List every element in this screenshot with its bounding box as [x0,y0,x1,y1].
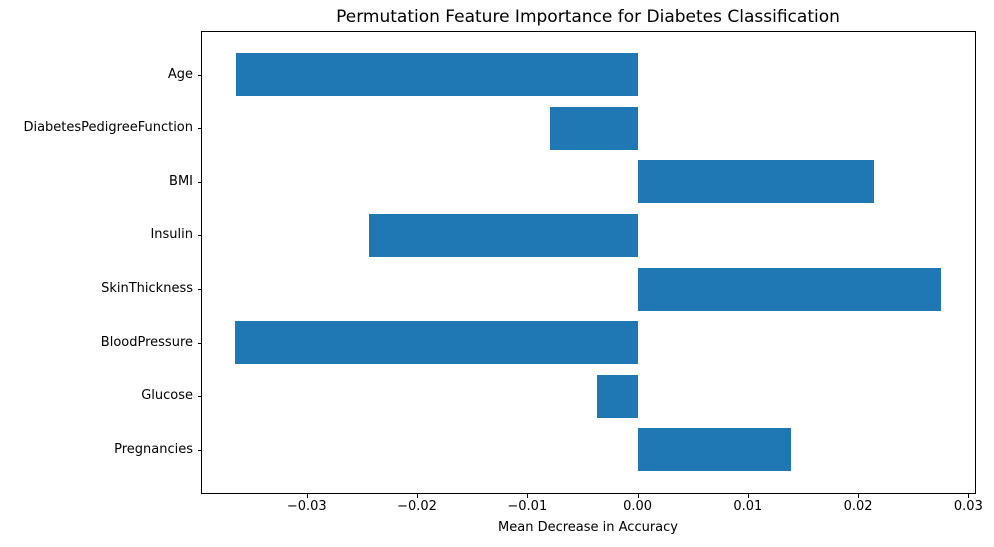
x-tick-mark [747,494,749,498]
y-tick-mark [198,396,202,398]
x-axis-label: Mean Decrease in Accuracy [498,520,678,535]
y-tick-mark [198,342,202,344]
bar-Insulin [368,213,638,257]
x-tick-label: −0.01 [507,499,548,514]
x-tick-label: 0.03 [953,499,983,514]
bar-Glucose [596,374,638,418]
y-tick-label-DiabetesPedigreeFunction: DiabetesPedigreeFunction [23,120,193,136]
x-tick-label: 0.01 [733,499,763,514]
y-tick-mark [198,235,202,237]
bar-DiabetesPedigreeFunction [550,106,638,150]
x-tick-mark [527,494,529,498]
y-tick-label-Insulin: Insulin [150,227,193,243]
bar-Pregnancies [637,428,791,472]
y-tick-label-BMI: BMI [169,173,193,189]
y-tick-mark [198,128,202,130]
bar-BloodPressure [235,321,638,365]
x-tick-mark [417,494,419,498]
y-tick-mark [198,449,202,451]
y-tick-mark [198,289,202,291]
chart-title: Permutation Feature Importance for Diabe… [336,7,840,27]
x-tick-mark [858,494,860,498]
bar-Age [236,53,638,96]
y-tick-mark [198,74,202,76]
x-tick-label: 0.00 [623,499,653,514]
y-tick-mark [198,181,202,183]
y-tick-label-Glucose: Glucose [141,388,193,404]
y-tick-label-BloodPressure: BloodPressure [100,334,193,350]
y-tick-label-SkinThickness: SkinThickness [101,281,193,297]
x-tick-label: −0.03 [286,499,327,514]
x-tick-mark [968,494,970,498]
x-tick-label: 0.02 [843,499,873,514]
bar-BMI [637,160,874,204]
x-tick-mark [306,494,308,498]
y-tick-label-Pregnancies: Pregnancies [114,441,193,457]
plot-area [201,31,976,494]
y-tick-label-Age: Age [167,66,193,82]
bar-SkinThickness [637,267,941,311]
x-tick-label: −0.02 [397,499,437,514]
x-tick-mark [637,494,639,498]
